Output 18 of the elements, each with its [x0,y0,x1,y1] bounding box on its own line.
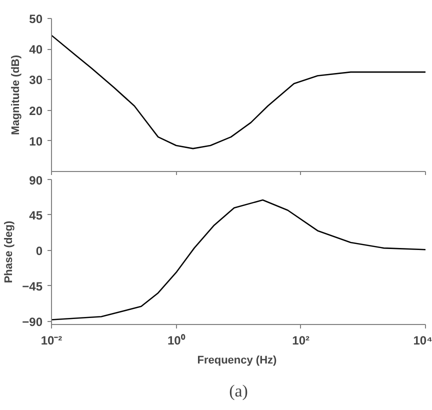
y-axis-title: Magnitude (dB) [10,54,22,136]
y-tick-label: 50 [29,12,43,26]
x-tick-label: 10⁴ [413,334,432,348]
y-tick-label: −45 [22,279,43,294]
y-tick-label: 30 [29,73,43,88]
x-axis-title: Frequency (Hz) [197,354,278,366]
y-tick-label: −90 [22,314,43,329]
y-tick-label: 40 [29,42,43,57]
y-axis-title: Phase (deg) [3,220,16,284]
y-tick-label: 20 [29,104,43,118]
x-tick-label: 10⁻² [40,334,62,348]
x-tick-label: 10² [292,334,310,348]
y-tick-label: 0 [36,244,43,258]
y-tick-label: 90 [29,174,43,188]
text: (a) [229,382,248,400]
y-tick-label: 45 [29,208,43,222]
y-tick-label: 10 [29,134,43,148]
x-tick-label: 10⁰ [167,334,186,348]
